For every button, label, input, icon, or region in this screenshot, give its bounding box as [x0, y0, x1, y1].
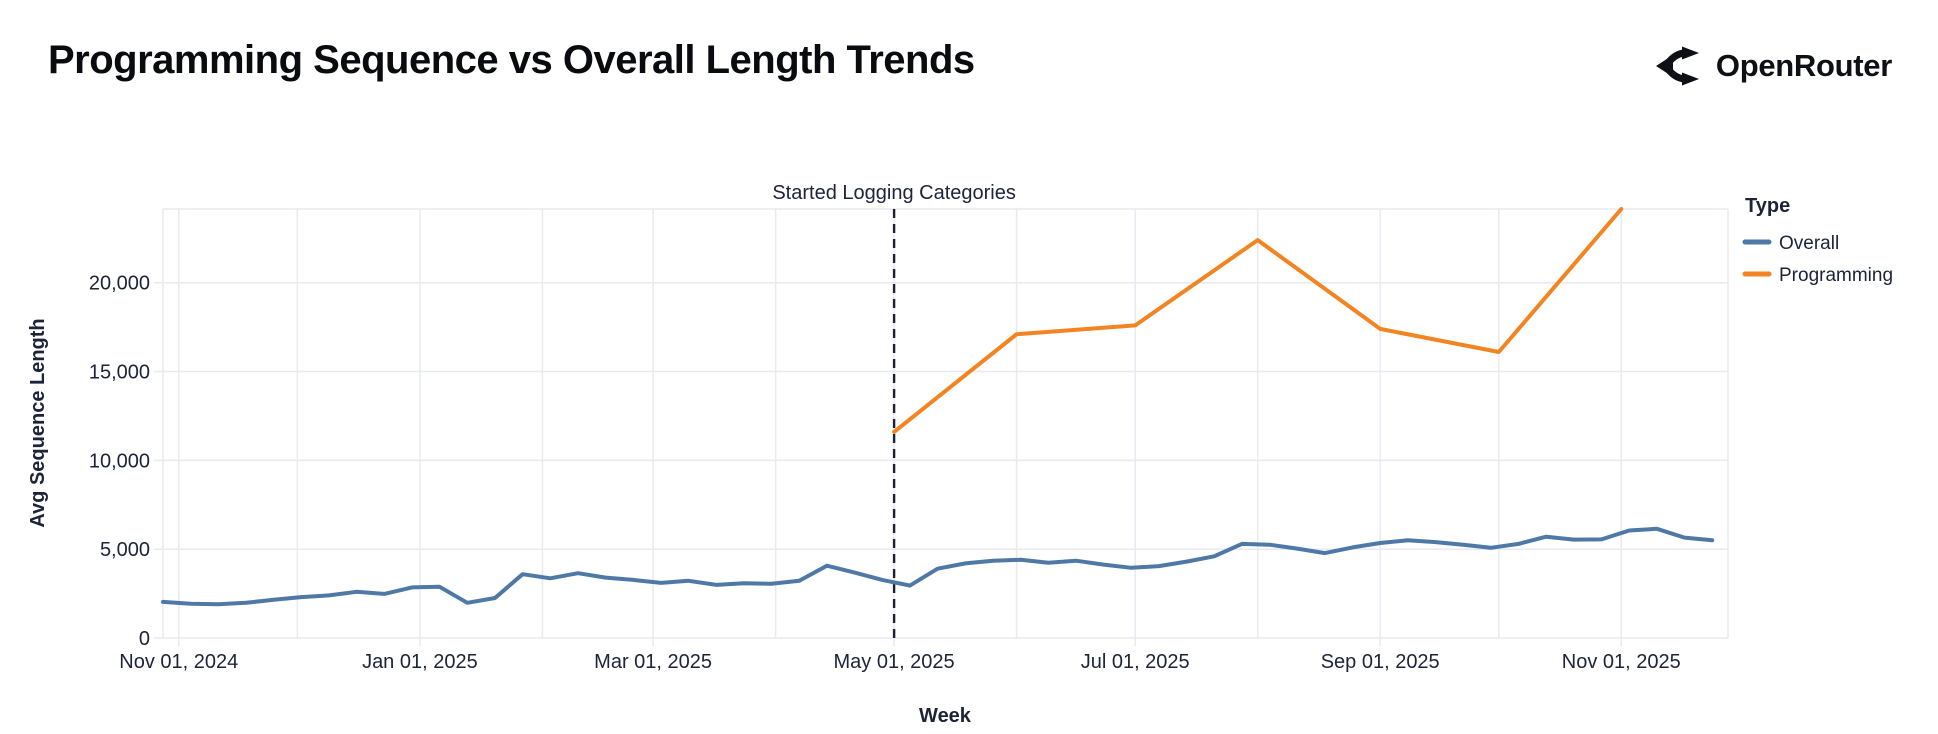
tick-layer: 0 5,000 10,000 15,000 20,000 Nov 01, 2024 Jan … [89, 273, 1681, 673]
brand-name: OpenRouter [1715, 48, 1892, 83]
y-tick-label: 20,000 [89, 273, 150, 295]
y-tick-label: 15,000 [89, 362, 150, 384]
y-tick-label: 0 [139, 628, 150, 650]
x-axis-title: Week [919, 705, 972, 727]
y-tick-label: 10,000 [89, 450, 150, 472]
y-axis-title: Avg Sequence Length [27, 318, 49, 527]
x-tick-label: Nov 01, 2025 [1562, 651, 1681, 673]
openrouter-logo[interactable]: OpenRouter [1654, 44, 1892, 88]
overall-line[interactable] [161, 526, 1715, 607]
y-tick-label: 5,000 [100, 539, 150, 561]
legend-item-programming[interactable]: Programming [1742, 265, 1893, 286]
x-tick-label: Nov 01, 2024 [119, 651, 238, 673]
programming-line[interactable] [892, 207, 1624, 434]
x-tick-label: Sep 01, 2025 [1321, 651, 1440, 673]
legend-title: Type [1745, 195, 1790, 217]
legend: Overall Programming [1742, 233, 1893, 286]
legend-item-overall[interactable]: Overall [1742, 233, 1839, 254]
x-tick-label: Jul 01, 2025 [1081, 651, 1190, 673]
x-tick-label: May 01, 2025 [833, 651, 954, 673]
openrouter-icon [1655, 46, 1699, 86]
legend-label: Programming [1779, 265, 1893, 286]
x-tick-label: Jan 01, 2025 [362, 651, 478, 673]
grid-layer [162, 208, 1729, 639]
annotation-label: Started Logging Categories [772, 182, 1016, 204]
series-layer [161, 207, 1715, 607]
x-tick-label: Mar 01, 2025 [594, 651, 712, 673]
page-title: Programming Sequence vs Overall Length T… [48, 38, 975, 82]
legend-label: Overall [1779, 233, 1839, 254]
